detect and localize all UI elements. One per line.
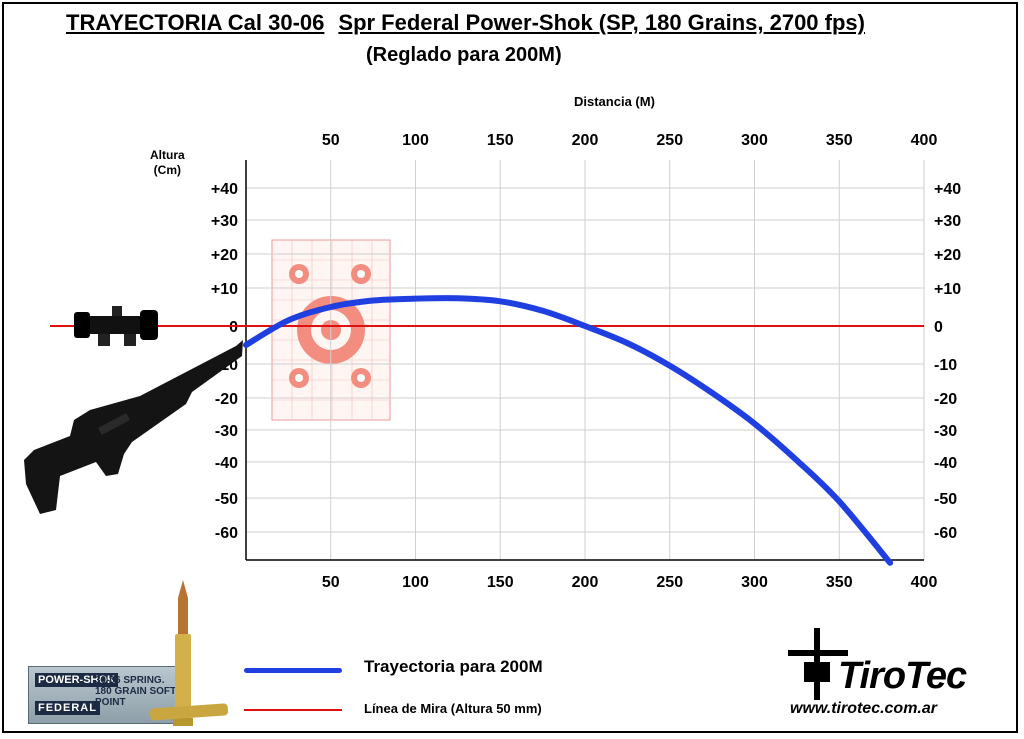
chart-title: TRAYECTORIA Cal 30-06 Spr Federal Power-S… — [66, 10, 865, 36]
y-tick-label: +10 — [934, 281, 961, 298]
trajectory-line — [243, 295, 894, 566]
legend-trajectory-swatch — [244, 668, 342, 673]
y-tick-label: -10 — [934, 357, 957, 374]
y-tick-label: +30 — [211, 213, 238, 230]
x-tick-label: 200 — [572, 132, 599, 149]
x-tick-label: 100 — [402, 132, 429, 149]
x-tick-label: 250 — [656, 574, 683, 591]
x-tick-label: 350 — [826, 132, 853, 149]
x-tick-label: 150 — [487, 574, 514, 591]
legend-sight-line-swatch — [244, 709, 342, 711]
y-tick-label: -30 — [215, 423, 238, 440]
y-tick-label: +30 — [934, 213, 961, 230]
tirotec-crosshair-logo — [788, 628, 848, 700]
title-main: TRAYECTORIA Cal 30-06 — [66, 10, 325, 35]
y-tick-label: +10 — [211, 281, 238, 298]
brand-name: TiroTec — [838, 655, 967, 697]
y-tick-label: -40 — [934, 455, 957, 472]
y-tick-label: -40 — [215, 455, 238, 472]
x-tick-label: 50 — [322, 132, 340, 149]
legend-sight-line-label: Línea de Mira (Altura 50 mm) — [364, 701, 542, 716]
x-tick-label: 300 — [741, 132, 768, 149]
y-tick-label: -60 — [934, 525, 957, 542]
x-tick-label: 150 — [487, 132, 514, 149]
cartridge-image — [149, 580, 229, 726]
x-axis-label: Distancia (M) — [574, 94, 655, 109]
y-axis-label-line: Altura — [150, 148, 185, 162]
x-tick-label: 200 — [572, 574, 599, 591]
brand-url: www.tirotec.com.ar — [790, 700, 937, 717]
title-spec: Spr Federal Power-Shok (SP, 180 Grains, … — [338, 10, 865, 35]
chart-grid — [245, 160, 925, 561]
y-tick-label: -30 — [934, 423, 957, 440]
x-tick-labels-bottom: 50 100 150 200 250 300 350 400 — [322, 574, 938, 591]
x-tick-label: 400 — [911, 574, 938, 591]
x-tick-label: 300 — [741, 574, 768, 591]
ammo-box-brand: POWER-SHOK — [35, 673, 118, 687]
y-tick-label: 0 — [229, 319, 238, 336]
ammo-box-image: POWER-SHOK 30-06 SPRING. 180 GRAIN SOFT P… — [28, 666, 180, 724]
ammo-box-caliber: 30-06 SPRING. 180 GRAIN SOFT POINT — [95, 675, 177, 708]
y-tick-label: +20 — [934, 247, 961, 264]
scope-image — [74, 306, 158, 346]
y-tick-label: -60 — [215, 525, 238, 542]
y-axis-label: Altura (Cm) — [150, 148, 185, 178]
y-tick-label: +40 — [934, 181, 961, 198]
y-axis-label-line: (Cm) — [153, 163, 181, 177]
y-tick-label: -50 — [934, 491, 957, 508]
legend-trajectory-label: Trayectoria para 200M — [364, 657, 543, 676]
x-tick-label: 50 — [322, 574, 340, 591]
y-tick-label: -20 — [215, 391, 238, 408]
y-tick-label: +20 — [211, 247, 238, 264]
y-tick-label: +40 — [211, 181, 238, 198]
x-tick-label: 350 — [826, 574, 853, 591]
y-tick-label: -50 — [215, 491, 238, 508]
x-tick-labels-top: 50 100 150 200 250 300 350 400 — [322, 132, 938, 149]
x-tick-label: 400 — [911, 132, 938, 149]
chart-series — [50, 295, 924, 566]
ammo-box-maker: FEDERAL — [35, 701, 100, 715]
x-tick-label: 100 — [402, 574, 429, 591]
chart-subtitle: (Reglado para 200M) — [366, 44, 562, 66]
y-tick-label: 0 — [934, 319, 943, 336]
x-tick-label: 250 — [656, 132, 683, 149]
y-tick-label: -20 — [934, 391, 957, 408]
rifle-image — [24, 340, 243, 514]
y-tick-labels-right: +40 +30 +20 +10 0 -10 -20 -30 -40 -50 -60 — [934, 181, 961, 542]
